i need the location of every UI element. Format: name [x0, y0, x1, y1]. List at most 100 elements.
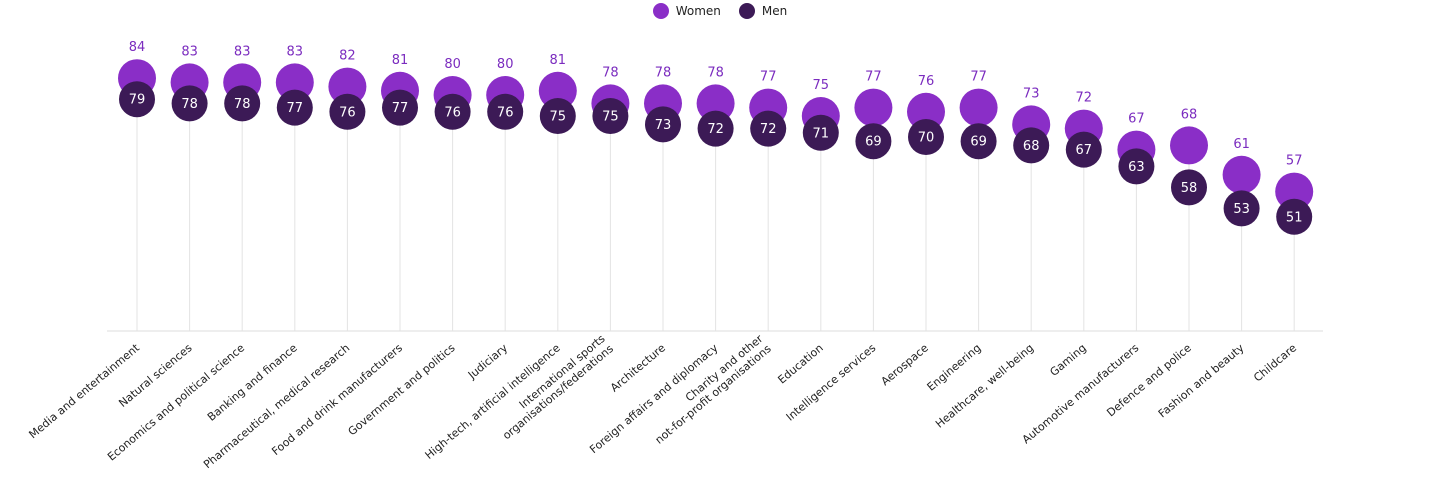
- legend-men-label: Men: [761, 4, 788, 18]
- men-value-label: 73: [655, 118, 672, 133]
- men-value-label: 72: [707, 122, 724, 137]
- men-value-label: 71: [813, 126, 830, 141]
- men-value-label: 67: [1076, 143, 1093, 158]
- category-label-line: Government and politics: [346, 341, 458, 438]
- category-label-line: Banking and finance: [205, 341, 300, 424]
- men-point: [1276, 198, 1313, 235]
- category-label-line: Intelligence services: [784, 341, 879, 424]
- category-label: Government and politics: [346, 341, 458, 438]
- men-point: [224, 85, 261, 122]
- men-point: [276, 89, 313, 126]
- men-point: [487, 93, 524, 130]
- women-point: [907, 92, 945, 131]
- category-label: Media and entertainment: [26, 341, 142, 441]
- men-point: [802, 114, 839, 151]
- men-value-label: 76: [497, 105, 514, 120]
- women-value-label: 68: [1181, 107, 1198, 122]
- category-group: 57 51 Childcare: [1251, 154, 1314, 384]
- men-point: [1223, 190, 1260, 227]
- category-label-line: Aerospace: [879, 341, 931, 388]
- legend-item-women[interactable]: Women: [652, 2, 721, 20]
- women-value-label: 73: [1023, 86, 1040, 101]
- category-label: Gaming: [1047, 341, 1088, 379]
- men-point: [539, 98, 576, 134]
- men-point: [960, 123, 997, 160]
- women-value-label: 76: [918, 74, 935, 89]
- women-point: [696, 84, 735, 123]
- men-point: [1118, 148, 1155, 185]
- women-point: [1170, 126, 1208, 165]
- legend-women-label: Women: [675, 4, 721, 18]
- men-point: [645, 106, 681, 143]
- men-point: [171, 85, 208, 122]
- category-label-line: not-for-profit organisations: [653, 342, 774, 447]
- category-label-line: Judiciary: [465, 341, 511, 382]
- women-value-label: 77: [865, 70, 882, 85]
- women-value-label: 78: [707, 65, 724, 80]
- women-point: [1222, 155, 1261, 194]
- women-value-label: 57: [1286, 154, 1303, 169]
- men-point: [1013, 127, 1050, 164]
- women-value-label: 77: [760, 70, 777, 85]
- men-point: [750, 110, 787, 147]
- men-point: [329, 93, 366, 130]
- category-label: Fashion and beauty: [1156, 341, 1247, 420]
- men-point: [697, 110, 734, 147]
- women-point: [538, 71, 577, 110]
- men-value-label: 51: [1286, 210, 1303, 225]
- women-point: [959, 88, 998, 127]
- women-value-label: 67: [1128, 112, 1145, 127]
- legend-item-men[interactable]: Men: [738, 2, 788, 20]
- women-value-label: 75: [813, 78, 830, 93]
- legend-women-swatch: [652, 3, 669, 19]
- women-point: [854, 88, 893, 127]
- men-point: [855, 123, 892, 160]
- category-label-line: organisations/federations: [500, 342, 616, 442]
- women-value-label: 78: [655, 65, 672, 80]
- men-value-label: 70: [918, 131, 935, 146]
- women-value-label: 81: [392, 53, 409, 68]
- category-label: Childcare: [1251, 341, 1299, 384]
- men-value-label: 76: [339, 105, 356, 120]
- category-group: 84 79 Media and entertainment: [26, 40, 156, 441]
- men-point: [908, 119, 944, 155]
- category-label-line: Fashion and beauty: [1156, 341, 1247, 420]
- legend-men-swatch: [738, 3, 755, 19]
- category-group: 80 76 Judiciary: [465, 57, 525, 382]
- category-label: Aerospace: [879, 341, 931, 388]
- men-point: [1065, 131, 1102, 168]
- men-value-label: 75: [602, 110, 619, 125]
- category-label-line: Media and entertainment: [26, 341, 142, 441]
- men-point: [119, 81, 155, 118]
- men-value-label: 58: [1181, 181, 1198, 196]
- category-group: 61 53 Fashion and beauty: [1156, 137, 1261, 420]
- men-value-label: 72: [760, 122, 777, 137]
- men-point: [592, 98, 629, 134]
- men-value-label: 76: [444, 105, 461, 120]
- women-value-label: 80: [444, 57, 461, 72]
- women-point: [328, 67, 367, 106]
- category-label: Education: [775, 341, 825, 386]
- men-value-label: 69: [970, 135, 987, 150]
- men-point: [434, 93, 471, 130]
- category-group: 72 67 Gaming: [1047, 91, 1103, 379]
- women-point: [1275, 172, 1314, 211]
- men-value-label: 53: [1233, 202, 1250, 217]
- category-label: Healthcare, well-being: [933, 341, 1036, 430]
- men-value-label: 75: [550, 110, 567, 125]
- legend: Women Men: [0, 2, 1440, 20]
- women-value-label: 82: [339, 49, 356, 64]
- men-point: [1171, 169, 1207, 206]
- women-point: [275, 63, 314, 102]
- men-value-label: 69: [865, 135, 882, 150]
- category-label: Judiciary: [465, 341, 511, 382]
- women-value-label: 81: [550, 53, 567, 68]
- women-value-label: 83: [234, 44, 251, 59]
- category-label: Intelligence services: [784, 341, 879, 424]
- men-value-label: 78: [181, 97, 198, 112]
- women-value-label: 83: [287, 44, 304, 59]
- category-group: 76 70 Aerospace: [879, 74, 945, 388]
- men-value-label: 77: [392, 101, 409, 116]
- category-label-line: Healthcare, well-being: [933, 341, 1036, 430]
